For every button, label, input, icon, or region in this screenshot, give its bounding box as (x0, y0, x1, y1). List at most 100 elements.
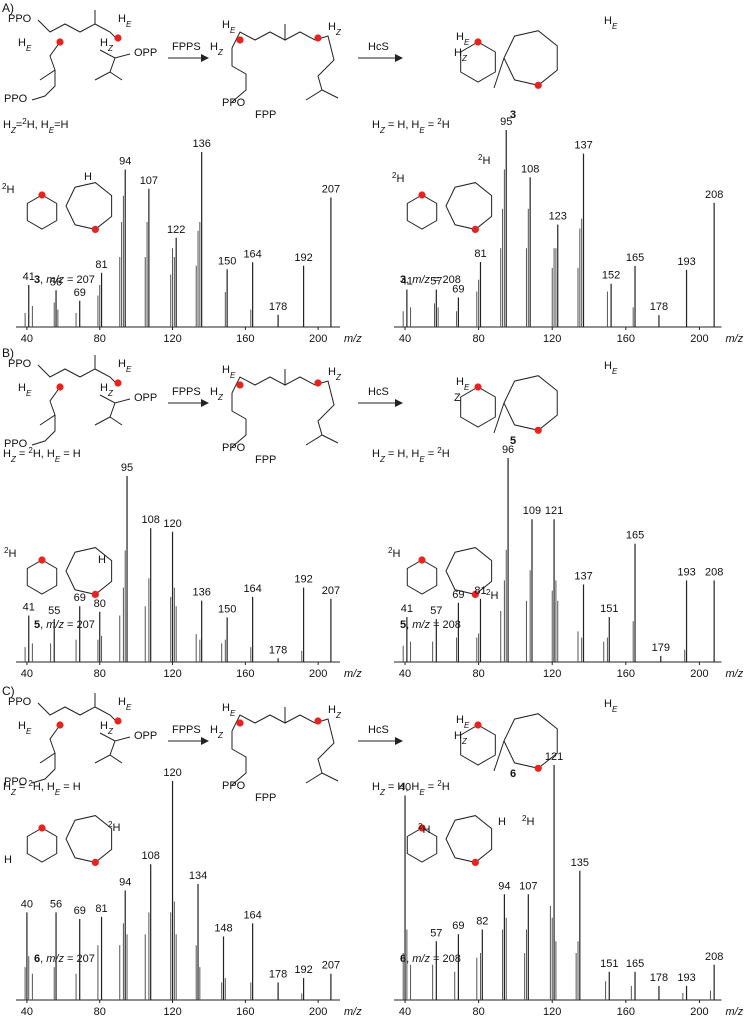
x-tick-label: 40 (21, 668, 33, 680)
caption: 3, m/z = 208 (400, 274, 461, 286)
text-run-sup: 2 (418, 822, 423, 831)
text-run: H (8, 548, 16, 560)
x-tick-label: 40 (21, 333, 33, 345)
text-run-sup: 2 (437, 779, 442, 788)
x-tick-label: 160 (236, 1006, 254, 1018)
text-run-sup: 2 (522, 814, 527, 823)
x-tick-label: 120 (163, 333, 181, 345)
text-run-sup: 2 (486, 588, 491, 597)
text-run: H (372, 119, 380, 131)
text-run-sup: 2 (2, 182, 7, 191)
text-run-i: m/z (412, 274, 430, 286)
label-atom (91, 858, 99, 866)
text-run-sub: Z (461, 737, 468, 746)
text-run-b: 5 (510, 435, 516, 447)
scheme-label: PPO (4, 776, 28, 788)
text-run: B) (2, 346, 14, 360)
peak-label: 193 (677, 566, 695, 578)
text-run-sub: Z (217, 731, 224, 740)
peak-label: 109 (523, 505, 541, 517)
scheme-label: HE (604, 15, 618, 31)
label-atom (471, 858, 479, 866)
peak-label: 41 (23, 271, 35, 283)
label-atom (91, 225, 99, 233)
inset-label: 2H (108, 820, 120, 835)
peak-label: 134 (189, 870, 207, 882)
x-axis-label: m/z (726, 333, 744, 345)
text-run-sub: E (49, 126, 55, 135)
scheme-label: HE (118, 13, 132, 29)
x-tick-label: 160 (617, 668, 635, 680)
x-axis-label: m/z (726, 1006, 744, 1018)
label-atom (56, 721, 64, 729)
peak-label: 178 (650, 301, 668, 313)
bond (460, 386, 496, 428)
text-run: H (84, 171, 92, 183)
text-run: PPO (222, 97, 246, 109)
text-run-sub: E (464, 38, 470, 47)
peak-label: 150 (218, 603, 236, 615)
text-run: H (118, 696, 126, 708)
text-run: =H (54, 119, 68, 131)
scheme-label: HZ (328, 704, 342, 720)
text-run-sub: E (419, 126, 425, 135)
peak-label: 193 (677, 972, 695, 984)
text-run-sup: 2 (4, 546, 9, 555)
text-run-sub: E (612, 367, 618, 376)
text-run: = (425, 781, 438, 793)
x-axis-label: m/z (344, 333, 362, 345)
text-run-sub: Z (461, 54, 468, 63)
text-run-sub: Z (217, 48, 224, 57)
peak-label: 192 (294, 252, 312, 264)
text-run-sub: Z (10, 455, 17, 464)
text-run: OPP (134, 730, 157, 742)
scheme-label: HE (118, 696, 132, 712)
condition: HZ = 2H, HE = H (3, 779, 81, 797)
text-run-sub: Z (217, 393, 224, 402)
x-tick-label: 40 (399, 668, 411, 680)
text-run: H (396, 173, 404, 185)
text-run-sub: E (419, 455, 425, 464)
peak-label: 108 (142, 514, 160, 526)
label-atom (236, 381, 244, 389)
bond (493, 402, 505, 434)
scheme-label: HZ (100, 382, 114, 398)
scheme-label: HE (222, 19, 236, 35)
text-run-sub: E (612, 705, 618, 714)
text-run: H (328, 21, 336, 33)
text-run: OPP (134, 47, 157, 59)
peak-label: 81 (474, 585, 486, 597)
inset-label: 2H (522, 814, 534, 829)
label-atom (314, 34, 322, 42)
text-run-b: 5 (400, 619, 406, 631)
scheme-label: HE (18, 382, 32, 398)
peak-label: 165 (626, 958, 644, 970)
scheme-label: 5 (510, 435, 516, 447)
scheme-label: PPO (222, 442, 246, 454)
bond (26, 194, 58, 230)
text-run: H (18, 382, 26, 394)
text-run: = (16, 781, 29, 793)
x-tick-label: 200 (309, 668, 327, 680)
peak-label: 135 (571, 857, 589, 869)
peak-label: 137 (574, 140, 592, 152)
x-tick-label: 160 (236, 333, 254, 345)
text-run-sub: Z (107, 389, 114, 398)
scheme-label: HZ (328, 21, 342, 37)
peak-label: 164 (243, 248, 261, 260)
text-run-sub: E (26, 44, 32, 53)
text-run-sup: 2 (392, 171, 397, 180)
peak-label: 107 (519, 880, 537, 892)
caption: 6, m/z = 208 (400, 953, 461, 965)
scheme-label: PPO (222, 97, 246, 109)
text-run: H (210, 724, 218, 736)
bond (503, 375, 558, 431)
peak-label: 178 (269, 644, 287, 656)
text-run: OPP (134, 392, 157, 404)
label-atom (56, 383, 64, 391)
scheme-label: FPPS (172, 724, 201, 736)
text-run: = (16, 119, 22, 131)
text-run-sub: Z (335, 28, 342, 37)
text-run: FPP (255, 792, 276, 804)
peak-label: 164 (243, 583, 261, 595)
